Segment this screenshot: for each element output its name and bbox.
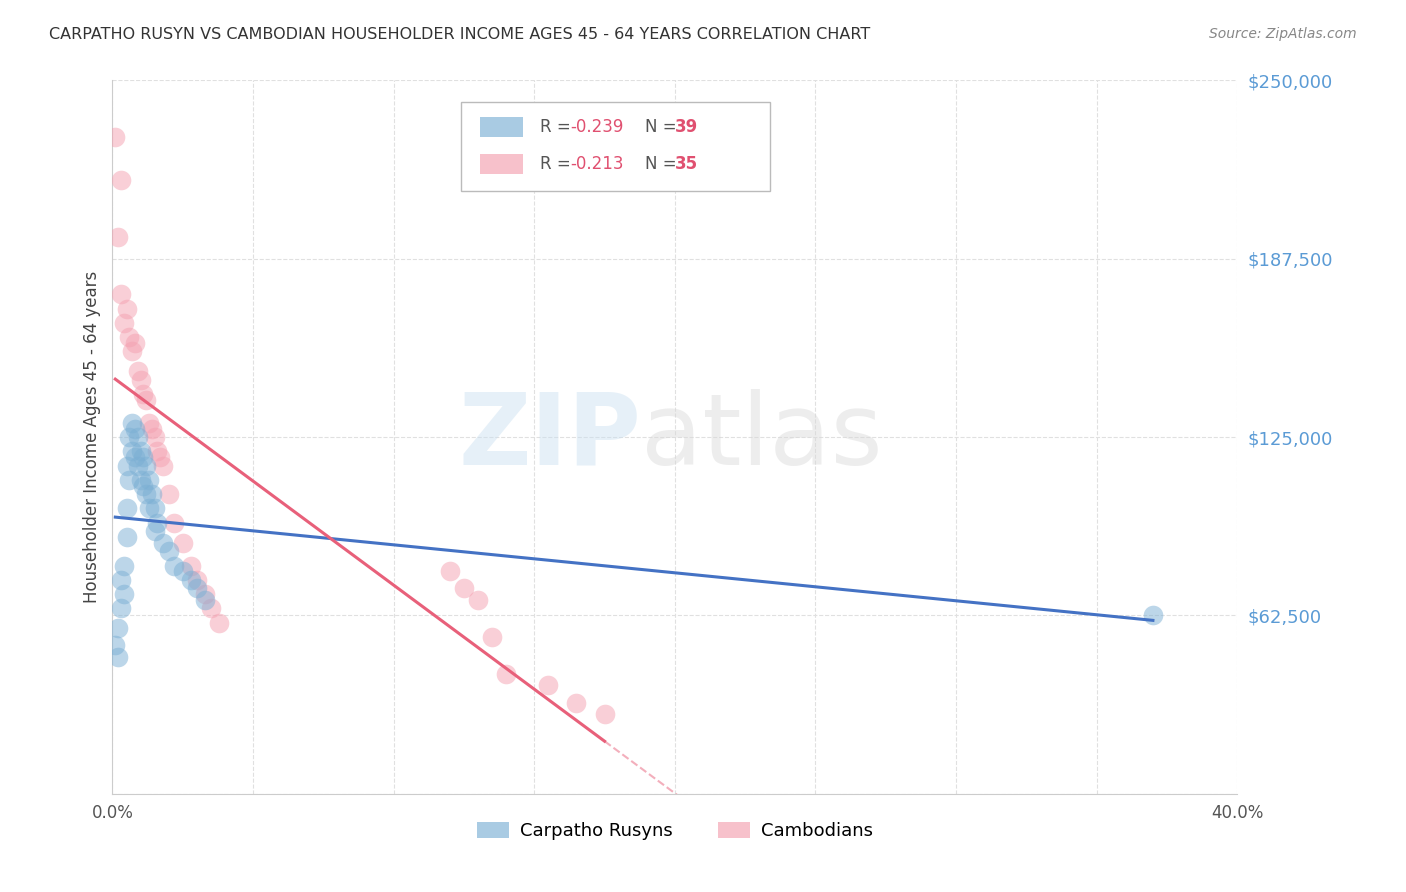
Point [180,558,202,573]
Y-axis label: Householder Income Ages 45 - 64 years: Householder Income Ages 45 - 64 years [83,271,101,603]
Point [118,430,141,444]
Point [138,473,160,487]
Point [124,421,146,435]
Point [121,444,143,458]
Text: 39: 39 [675,118,699,136]
Text: -0.239: -0.239 [571,118,624,136]
Point [141,421,163,435]
Point [157,544,180,558]
Point [149,450,172,464]
Point [467,592,489,607]
Point [186,582,208,596]
Point [129,444,152,458]
Point [118,473,141,487]
Point [104,639,127,653]
Point [141,487,163,501]
Point [200,601,222,615]
Point [112,316,135,330]
Point [121,416,143,430]
Point [143,430,166,444]
Point [593,706,616,721]
Point [132,450,155,464]
Point [194,592,217,607]
Point [115,530,138,544]
FancyBboxPatch shape [481,153,523,174]
Point [453,582,475,596]
Text: R =: R = [540,155,576,173]
Point [1142,608,1164,623]
Point [565,696,588,710]
Point [107,230,129,244]
Point [481,630,503,644]
Point [124,335,146,350]
Point [110,601,132,615]
Point [127,430,149,444]
Text: R =: R = [540,118,576,136]
Point [110,173,132,187]
FancyBboxPatch shape [461,102,770,191]
Point [135,392,157,407]
Point [135,487,157,501]
Point [194,587,217,601]
Point [146,516,169,530]
Point [127,364,149,378]
Point [132,478,155,492]
Point [143,524,166,539]
Text: 35: 35 [675,155,697,173]
Legend: Carpatho Rusyns, Cambodians: Carpatho Rusyns, Cambodians [468,813,882,849]
Point [138,416,160,430]
Text: Source: ZipAtlas.com: Source: ZipAtlas.com [1209,27,1357,41]
Point [132,387,155,401]
Point [208,615,231,630]
Point [180,573,202,587]
Point [107,621,129,635]
Text: N =: N = [644,155,682,173]
Text: ZIP: ZIP [458,389,641,485]
Point [112,587,135,601]
Point [110,287,132,301]
Text: CARPATHO RUSYN VS CAMBODIAN HOUSEHOLDER INCOME AGES 45 - 64 YEARS CORRELATION CH: CARPATHO RUSYN VS CAMBODIAN HOUSEHOLDER … [49,27,870,42]
Point [186,573,208,587]
Point [152,535,174,549]
Text: -0.213: -0.213 [571,155,624,173]
Point [115,301,138,316]
Point [439,564,461,578]
Point [143,501,166,516]
Point [127,458,149,473]
Point [104,130,127,145]
Point [121,344,143,359]
Point [110,573,132,587]
Point [172,564,194,578]
Point [537,678,560,692]
Point [135,458,157,473]
Text: N =: N = [644,118,682,136]
Point [124,450,146,464]
Point [163,558,186,573]
Text: atlas: atlas [641,389,883,485]
Point [115,458,138,473]
Point [163,516,186,530]
Point [115,501,138,516]
Point [152,458,174,473]
Point [495,667,517,681]
Point [118,330,141,344]
Point [157,487,180,501]
Point [129,373,152,387]
Point [146,444,169,458]
FancyBboxPatch shape [481,117,523,136]
Point [172,535,194,549]
Point [129,473,152,487]
Point [107,649,129,664]
Point [138,501,160,516]
Point [112,558,135,573]
